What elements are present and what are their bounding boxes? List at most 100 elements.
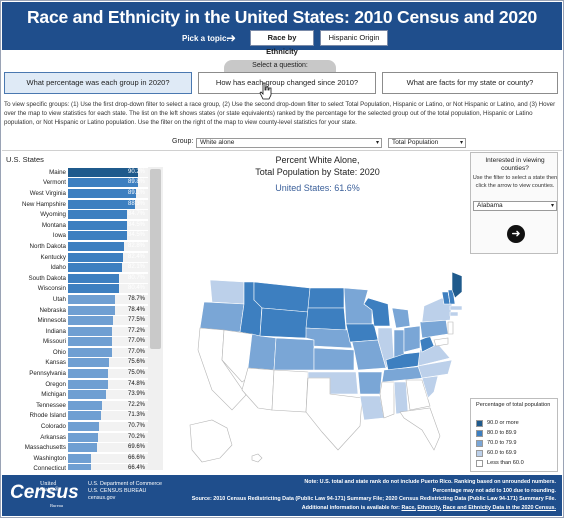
state-bar bbox=[68, 432, 99, 442]
legend-label: 80.0 to 89.9 bbox=[487, 430, 517, 436]
legend-swatch bbox=[476, 429, 483, 437]
state-row[interactable]: West Virginia 89.1% bbox=[6, 188, 166, 199]
state-new-mexico[interactable] bbox=[271, 369, 309, 413]
state-value: 70.2% bbox=[127, 433, 145, 440]
state-bar-track: 75.6% bbox=[68, 358, 148, 368]
states-list-scrollbar[interactable] bbox=[148, 167, 163, 470]
state-row[interactable]: Pennsylvania 75.0% bbox=[6, 368, 166, 379]
state-row[interactable]: Nebraska 78.4% bbox=[6, 305, 166, 316]
state-row[interactable]: Montana 84.5% bbox=[6, 220, 166, 231]
population-dropdown[interactable]: Total Population ▾ bbox=[388, 138, 466, 148]
state-bar-track: 89.8% bbox=[68, 178, 148, 188]
state-oregon[interactable] bbox=[199, 301, 245, 333]
state-alaska[interactable] bbox=[189, 419, 233, 463]
topic-hispanic-origin-button[interactable]: Hispanic Origin bbox=[320, 30, 388, 46]
question-state-county-facts-button[interactable]: What are facts for my state or county? bbox=[382, 72, 558, 94]
state-south-dakota[interactable] bbox=[305, 307, 347, 331]
go-arrow-button[interactable]: ➜ bbox=[507, 225, 525, 243]
state-name: Wisconsin bbox=[37, 285, 66, 293]
state-value: 88.3% bbox=[127, 200, 145, 207]
state-value: 89.1% bbox=[127, 189, 145, 196]
state-missouri[interactable] bbox=[351, 339, 387, 371]
link-race[interactable]: Race, bbox=[401, 504, 416, 511]
state-maine[interactable] bbox=[451, 271, 463, 299]
state-montana[interactable] bbox=[253, 281, 311, 313]
state-maryland[interactable] bbox=[433, 337, 449, 347]
state-row[interactable]: Wisconsin 80.4% bbox=[6, 284, 166, 295]
states-ranked-list[interactable]: Maine 90.2% Vermont 89.8% West Virginia 89.1%… bbox=[6, 167, 166, 470]
state-washington[interactable] bbox=[209, 279, 245, 305]
state-bar-track: 77.0% bbox=[68, 337, 148, 347]
state-row[interactable]: Washington 66.6% bbox=[6, 453, 166, 464]
state-wyoming[interactable] bbox=[259, 307, 309, 339]
state-row[interactable]: Kentucky 82.4% bbox=[6, 252, 166, 263]
state-row[interactable]: Connecticut 66.4% bbox=[6, 464, 166, 470]
state-texas[interactable] bbox=[305, 377, 363, 451]
state-row[interactable]: Wyoming 84.7% bbox=[6, 209, 166, 220]
state-select-dropdown[interactable]: Alabama ▾ bbox=[473, 201, 557, 211]
topic-race-by-ethnicity-button[interactable]: Race by Ethnicity bbox=[250, 30, 314, 56]
state-georgia[interactable] bbox=[405, 379, 431, 411]
us-choropleth-map[interactable] bbox=[172, 200, 464, 468]
state-bar bbox=[68, 199, 135, 209]
state-name: Montana bbox=[41, 221, 66, 229]
state-iowa[interactable] bbox=[345, 323, 379, 343]
state-bar-track: 82.4% bbox=[68, 252, 148, 262]
state-north-carolina[interactable] bbox=[417, 359, 453, 379]
link-ethnicity[interactable]: Ethnicity, bbox=[417, 504, 442, 511]
state-row[interactable]: North Dakota 82.8% bbox=[6, 241, 166, 252]
state-row[interactable]: Idaho 82.1% bbox=[6, 262, 166, 273]
state-indiana[interactable] bbox=[393, 329, 405, 359]
state-row[interactable]: Oregon 74.8% bbox=[6, 379, 166, 390]
state-hawaii[interactable] bbox=[251, 453, 263, 463]
state-bar-track: 73.9% bbox=[68, 390, 148, 400]
state-wisconsin[interactable] bbox=[363, 297, 391, 327]
state-row[interactable]: South Dakota 80.7% bbox=[6, 273, 166, 284]
state-row[interactable]: Ohio 77.0% bbox=[6, 347, 166, 358]
link-race-ethnicity-2020[interactable]: Race and Ethnicity Data in the 2020 Cens… bbox=[442, 504, 556, 511]
state-connecticut[interactable] bbox=[449, 311, 459, 317]
state-michigan[interactable] bbox=[391, 307, 411, 329]
state-name: Oregon bbox=[45, 380, 66, 388]
state-arizona[interactable] bbox=[241, 367, 275, 411]
group-dropdown[interactable]: White alone ▾ bbox=[196, 138, 382, 148]
state-kansas[interactable] bbox=[313, 347, 355, 371]
state-row[interactable]: Iowa 84.5% bbox=[6, 231, 166, 242]
state-row[interactable]: Missouri 77.0% bbox=[6, 337, 166, 348]
state-row[interactable]: Massachusetts 69.6% bbox=[6, 442, 166, 453]
state-florida[interactable] bbox=[399, 407, 441, 451]
state-north-dakota[interactable] bbox=[307, 287, 345, 309]
state-bar-track: 90.2% bbox=[68, 167, 148, 177]
state-colorado[interactable] bbox=[273, 337, 315, 371]
state-ohio[interactable] bbox=[403, 325, 421, 353]
state-louisiana[interactable] bbox=[359, 395, 385, 421]
state-row[interactable]: Colorado 70.7% bbox=[6, 421, 166, 432]
state-row[interactable]: Arkansas 70.2% bbox=[6, 432, 166, 443]
state-row[interactable]: New Hampshire 88.3% bbox=[6, 199, 166, 210]
state-alabama[interactable] bbox=[393, 381, 409, 415]
state-south-carolina[interactable] bbox=[421, 375, 439, 399]
state-row[interactable]: Indiana 77.2% bbox=[6, 326, 166, 337]
state-pennsylvania[interactable] bbox=[419, 319, 449, 339]
state-bar bbox=[68, 252, 123, 262]
state-new-jersey[interactable] bbox=[447, 321, 454, 335]
state-arkansas[interactable] bbox=[357, 371, 383, 395]
state-bar-track: 82.8% bbox=[68, 241, 148, 251]
state-row[interactable]: Michigan 73.9% bbox=[6, 389, 166, 400]
scrollbar-thumb[interactable] bbox=[150, 169, 161, 349]
state-value: 73.9% bbox=[127, 391, 145, 398]
state-row[interactable]: Minnesota 77.5% bbox=[6, 315, 166, 326]
state-row[interactable]: Tennessee 72.2% bbox=[6, 400, 166, 411]
state-row[interactable]: Rhode Island 71.3% bbox=[6, 411, 166, 422]
state-row[interactable]: Vermont 89.8% bbox=[6, 178, 166, 189]
question-percentage-2020-button[interactable]: What percentage was each group in 2020? bbox=[4, 72, 192, 94]
state-utah[interactable] bbox=[247, 333, 277, 371]
state-value: 71.3% bbox=[127, 412, 145, 419]
state-row[interactable]: Kansas 75.6% bbox=[6, 358, 166, 369]
state-row[interactable]: Maine 90.2% bbox=[6, 167, 166, 178]
question-change-since-2010-button[interactable]: How has each group changed since 2010? bbox=[198, 72, 376, 94]
state-bar bbox=[68, 453, 92, 463]
state-massachusetts[interactable] bbox=[449, 305, 463, 311]
state-mississippi[interactable] bbox=[379, 381, 395, 419]
state-row[interactable]: Utah 78.7% bbox=[6, 294, 166, 305]
